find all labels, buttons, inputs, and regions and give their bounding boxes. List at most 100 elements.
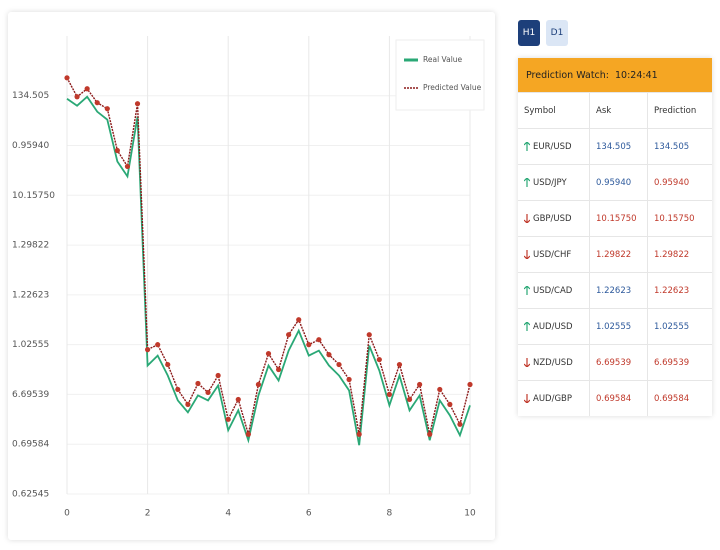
x-tick-label: 6 [306,509,312,519]
x-tick-label: 0 [64,509,70,519]
point-marker [175,386,181,393]
y-tick-label: 0.69584 [12,440,49,450]
y-tick-label: 1.22623 [12,290,49,300]
prediction: 1.22623 [654,285,690,296]
point-marker [94,100,100,106]
point-marker [366,332,372,338]
trend-icon [524,142,530,151]
watch-table: Symbol Ask Prediction EUR/USD 134.505 134.505… [518,92,712,416]
chart: 0.62545 0.69584 6.69539 1.02555 1.22623 1.298… [12,36,485,519]
trend-arrow [524,178,530,187]
symbol-cell: AUD/USD [518,309,590,344]
point-marker [275,366,282,373]
point-marker [235,396,241,403]
column-header: Ask [590,93,648,128]
symbol-cell: AUD/GBP [518,381,590,416]
table-header: Symbol Ask Prediction [518,92,712,128]
point-marker [145,347,151,353]
trend-arrow [524,214,530,223]
watch-time: 10:24:41 [615,69,658,81]
series-line [66,95,471,446]
point-marker [64,75,70,81]
table-row: GBP/USD 10.15750 10.15750 [518,200,712,236]
symbol: EUR/USD [533,141,572,152]
point-marker [417,381,423,388]
table-row: AUD/GBP 0.69584 0.69584 [518,380,712,416]
point-marker [296,317,302,323]
chart-card: 0.62545 0.69584 6.69539 1.02555 1.22623 1.298… [8,12,495,540]
point-marker [215,372,221,379]
table-row: NZD/USD 6.69539 6.69539 [518,344,712,380]
table-row: EUR/USD 134.505 134.505 [518,128,712,164]
point-marker [155,342,161,348]
prediction: 6.69539 [654,357,690,368]
symbol-cell: USD/JPY [518,165,590,200]
x-tick-label: 2 [145,509,151,519]
column-header: Prediction [654,105,697,116]
symbol: AUD/GBP [533,393,572,404]
point-marker [104,106,110,112]
y-tick-label: 10.15750 [12,191,55,201]
ask: 1.29822 [590,237,648,272]
symbol: AUD/USD [533,321,573,332]
symbol: USD/CHF [533,249,572,260]
symbol-cell: NZD/USD [518,345,590,380]
point-marker [457,421,463,427]
point-marker [427,431,433,437]
trend-icon [524,322,530,331]
timeframe-buttons: H1 D1 [518,20,568,46]
trend-arrow [524,358,530,367]
trend-icon [524,358,530,367]
trend-icon [524,250,530,259]
point-marker [437,386,443,393]
ask: 6.69539 [590,345,648,380]
y-tick-label: 0.62545 [12,490,49,500]
trend-arrow [524,250,530,259]
ask: 10.15750 [590,201,648,236]
trend-icon [524,394,530,403]
ask: 0.69584 [590,381,648,416]
timeframe-button[interactable]: D1 [546,20,568,46]
series-line [66,77,471,435]
point-marker [376,356,382,363]
trend-arrow [524,142,530,151]
ask: 1.02555 [590,309,648,344]
point-marker [195,380,201,387]
ask: 1.22623 [590,273,648,308]
symbol: GBP/USD [533,213,572,224]
symbol-cell: USD/CHF [518,237,590,272]
point-marker [467,381,473,388]
symbol-cell: GBP/USD [518,201,590,236]
point-marker [84,86,90,92]
point-marker [346,376,352,383]
table-row: AUD/USD 1.02555 1.02555 [518,308,712,344]
point-marker [316,337,322,343]
timeframe-button[interactable]: H1 [518,20,540,46]
point-marker [265,351,272,357]
table-row: USD/CAD 1.22623 1.22623 [518,272,712,308]
point-marker [326,352,332,358]
column-header: Symbol [518,93,590,128]
y-tick-label: 1.29822 [12,241,49,251]
symbol-cell: EUR/USD [518,129,590,164]
trend-arrow [524,394,530,403]
watch-header: Prediction Watch: 10:24:41 [518,58,712,92]
prediction: 1.02555 [654,321,690,332]
point-marker [356,431,362,437]
point-marker [406,396,413,403]
point-marker [255,381,262,388]
y-tick-label: 1.02555 [12,340,49,350]
point-marker [124,163,131,170]
table-row: USD/CHF 1.29822 1.29822 [518,236,712,272]
point-marker [336,361,342,368]
point-marker [134,101,141,107]
prediction-watch: Prediction Watch: 10:24:41 Symbol Ask Pred… [518,58,712,416]
prediction: 1.29822 [654,249,690,260]
point-marker [165,361,171,368]
legend-label: Real Value [423,55,463,64]
y-tick-label: 0.95940 [12,141,49,151]
x-tick-label: 8 [387,509,393,519]
point-marker [286,332,292,338]
y-tick-label: 134.505 [12,91,49,101]
